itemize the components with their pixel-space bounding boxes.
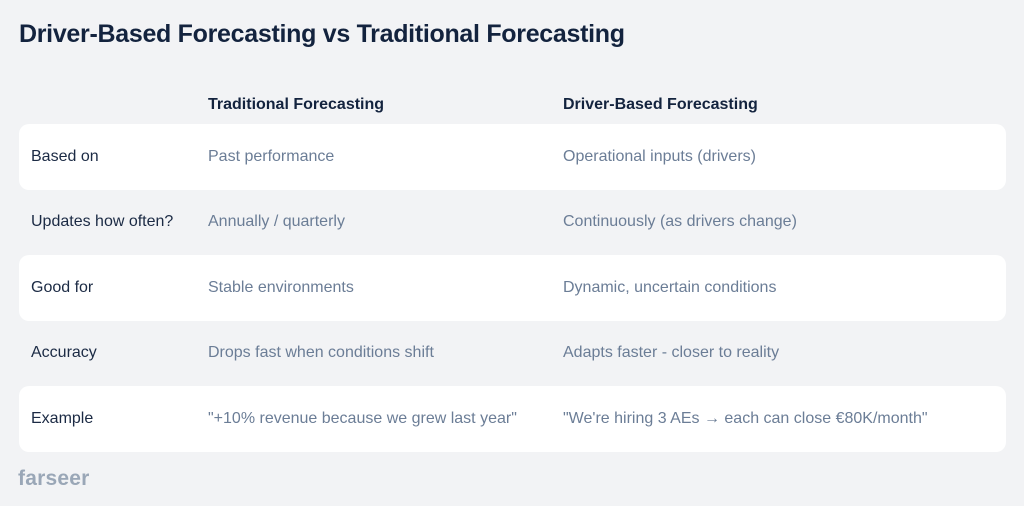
driver-based-value: Continuously (as drivers change): [563, 213, 797, 231]
table-row-example: Example "+10% revenue because we grew la…: [19, 386, 1006, 452]
page-title: Driver-Based Forecasting vs Traditional …: [19, 20, 625, 48]
header-traditional: Traditional Forecasting: [208, 96, 385, 113]
row-label: Updates how often?: [31, 213, 174, 231]
row-label: Accuracy: [31, 344, 97, 362]
table-row-good-for: Good for Stable environments Dynamic, un…: [19, 255, 1006, 321]
farseer-logo: farseer: [18, 467, 90, 490]
row-label: Example: [31, 409, 94, 427]
driver-based-value: Operational inputs (drivers): [563, 147, 756, 165]
driver-based-value: "We're hiring 3 AEs → each can close €80…: [563, 409, 928, 427]
traditional-value: Drops fast when conditions shift: [208, 344, 434, 362]
driver-based-value: Adapts faster - closer to reality: [563, 344, 780, 362]
table-header: Traditional Forecasting Driver-Based For…: [19, 90, 1006, 120]
header-driver-based: Driver-Based Forecasting: [563, 96, 758, 113]
traditional-value: Stable environments: [208, 278, 354, 296]
traditional-value: "+10% revenue because we grew last year": [208, 409, 517, 427]
table-row-accuracy: Accuracy Drops fast when conditions shif…: [19, 321, 1006, 387]
row-label: Based on: [31, 147, 99, 165]
row-label: Good for: [31, 278, 94, 296]
table-row-updates: Updates how often? Annually / quarterly …: [19, 190, 1006, 256]
driver-based-value: Dynamic, uncertain conditions: [563, 278, 777, 296]
table-row-based-on: Based on Past performance Operational in…: [19, 124, 1006, 190]
traditional-value: Annually / quarterly: [208, 213, 345, 231]
comparison-table: Based on Past performance Operational in…: [19, 124, 1006, 452]
traditional-value: Past performance: [208, 147, 335, 165]
